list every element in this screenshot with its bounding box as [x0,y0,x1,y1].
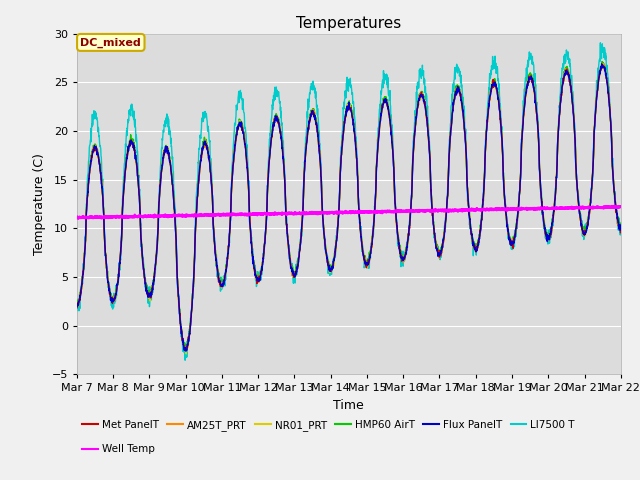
Text: DC_mixed: DC_mixed [81,37,141,48]
X-axis label: Time: Time [333,399,364,412]
Y-axis label: Temperature (C): Temperature (C) [33,153,46,255]
Title: Temperatures: Temperatures [296,16,401,31]
Legend: Well Temp: Well Temp [82,444,155,455]
